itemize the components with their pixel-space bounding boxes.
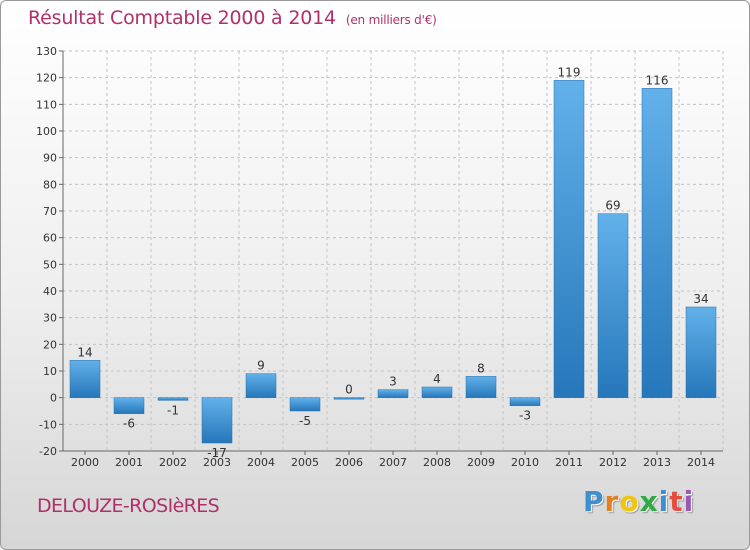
x-tick-label: 2010 — [511, 456, 539, 469]
data-label-2000: 14 — [77, 345, 92, 359]
y-tick-label: 110 — [36, 98, 57, 111]
data-label-2007: 3 — [389, 375, 397, 389]
y-tick-label: 80 — [43, 178, 57, 191]
y-tick-label: 30 — [43, 312, 57, 325]
chart-title-text: Résultat Comptable 2000 à 2014 — [28, 7, 336, 29]
x-tick-label: 2012 — [599, 456, 627, 469]
x-tick-label: 2008 — [423, 456, 451, 469]
bar-2008 — [421, 386, 453, 398]
bar-2011 — [553, 80, 585, 398]
bars — [69, 80, 717, 444]
data-label-2009: 8 — [477, 361, 485, 375]
bar-2012 — [597, 213, 629, 398]
logo-letter: x — [639, 485, 659, 518]
chart-subtitle: (en milliers d'€) — [345, 13, 437, 27]
data-label-2003: -17 — [207, 446, 227, 460]
logo-letter: r — [604, 485, 620, 518]
y-tick-label: 20 — [43, 338, 57, 351]
logo-letter: o — [619, 485, 640, 518]
x-tick-label: 2007 — [379, 456, 407, 469]
x-tick-label: 2004 — [247, 456, 275, 469]
x-tick-label: 2013 — [643, 456, 671, 469]
y-tick-label: 90 — [43, 152, 57, 165]
logo-letter: P — [583, 485, 605, 518]
x-tick-label: 2006 — [335, 456, 363, 469]
data-label-2011: 119 — [558, 65, 581, 79]
data-label-2002: -1 — [167, 403, 179, 417]
logo-letter: i — [658, 485, 670, 518]
data-label-2005: -5 — [299, 414, 311, 428]
x-tick-label: 2014 — [687, 456, 715, 469]
data-label-2001: -6 — [123, 417, 135, 431]
y-tick-label: 130 — [36, 45, 57, 58]
y-tick-label: -10 — [39, 418, 57, 431]
y-tick-label: 10 — [43, 365, 57, 378]
bar-2002 — [157, 397, 189, 401]
bar-2001 — [113, 397, 145, 414]
x-tick-label: 2001 — [115, 456, 143, 469]
data-label-2008: 4 — [433, 372, 441, 386]
x-tick-label: 2009 — [467, 456, 495, 469]
bar-2007 — [377, 389, 409, 398]
y-tick-label: 0 — [50, 392, 57, 405]
y-tick-label: 70 — [43, 205, 57, 218]
y-tick-label: 100 — [36, 125, 57, 138]
data-label-2006: 0 — [345, 383, 353, 397]
bar-2005 — [289, 397, 321, 412]
bar-2000 — [69, 360, 101, 398]
x-tick-label: 2005 — [291, 456, 319, 469]
y-tick-label: -20 — [39, 445, 57, 458]
x-tick-label: 2000 — [71, 456, 99, 469]
bar-2010 — [509, 397, 541, 406]
bar-2013 — [641, 88, 673, 398]
bar-2003 — [201, 397, 233, 444]
bar-2009 — [465, 376, 497, 398]
logo-letter: t — [669, 485, 684, 518]
logo-letter: i — [683, 485, 695, 518]
bar-2014 — [685, 306, 717, 398]
x-tick-label: 2011 — [555, 456, 583, 469]
x-tick-label: 2002 — [159, 456, 187, 469]
commune-name: DELOUZE-ROSIèRES — [37, 495, 220, 517]
chart-title: Résultat Comptable 2000 à 2014 (en millie… — [28, 7, 437, 29]
data-label-2012: 69 — [605, 199, 620, 213]
bar-2004 — [245, 373, 277, 398]
data-label-2014: 34 — [693, 292, 708, 306]
y-tick-label: 40 — [43, 285, 57, 298]
data-label-2004: 9 — [257, 359, 265, 373]
proxiti-logo: Proxiti — [583, 485, 694, 518]
data-label-2010: -3 — [519, 409, 531, 423]
y-tick-label: 60 — [43, 232, 57, 245]
y-tick-label: 120 — [36, 72, 57, 85]
bar-2006 — [333, 397, 365, 400]
x-tick-label: 2003 — [203, 456, 231, 469]
y-tick-label: 50 — [43, 258, 57, 271]
data-label-2013: 116 — [646, 73, 669, 87]
axes: -20-100102030405060708090100110120130200… — [36, 45, 723, 469]
